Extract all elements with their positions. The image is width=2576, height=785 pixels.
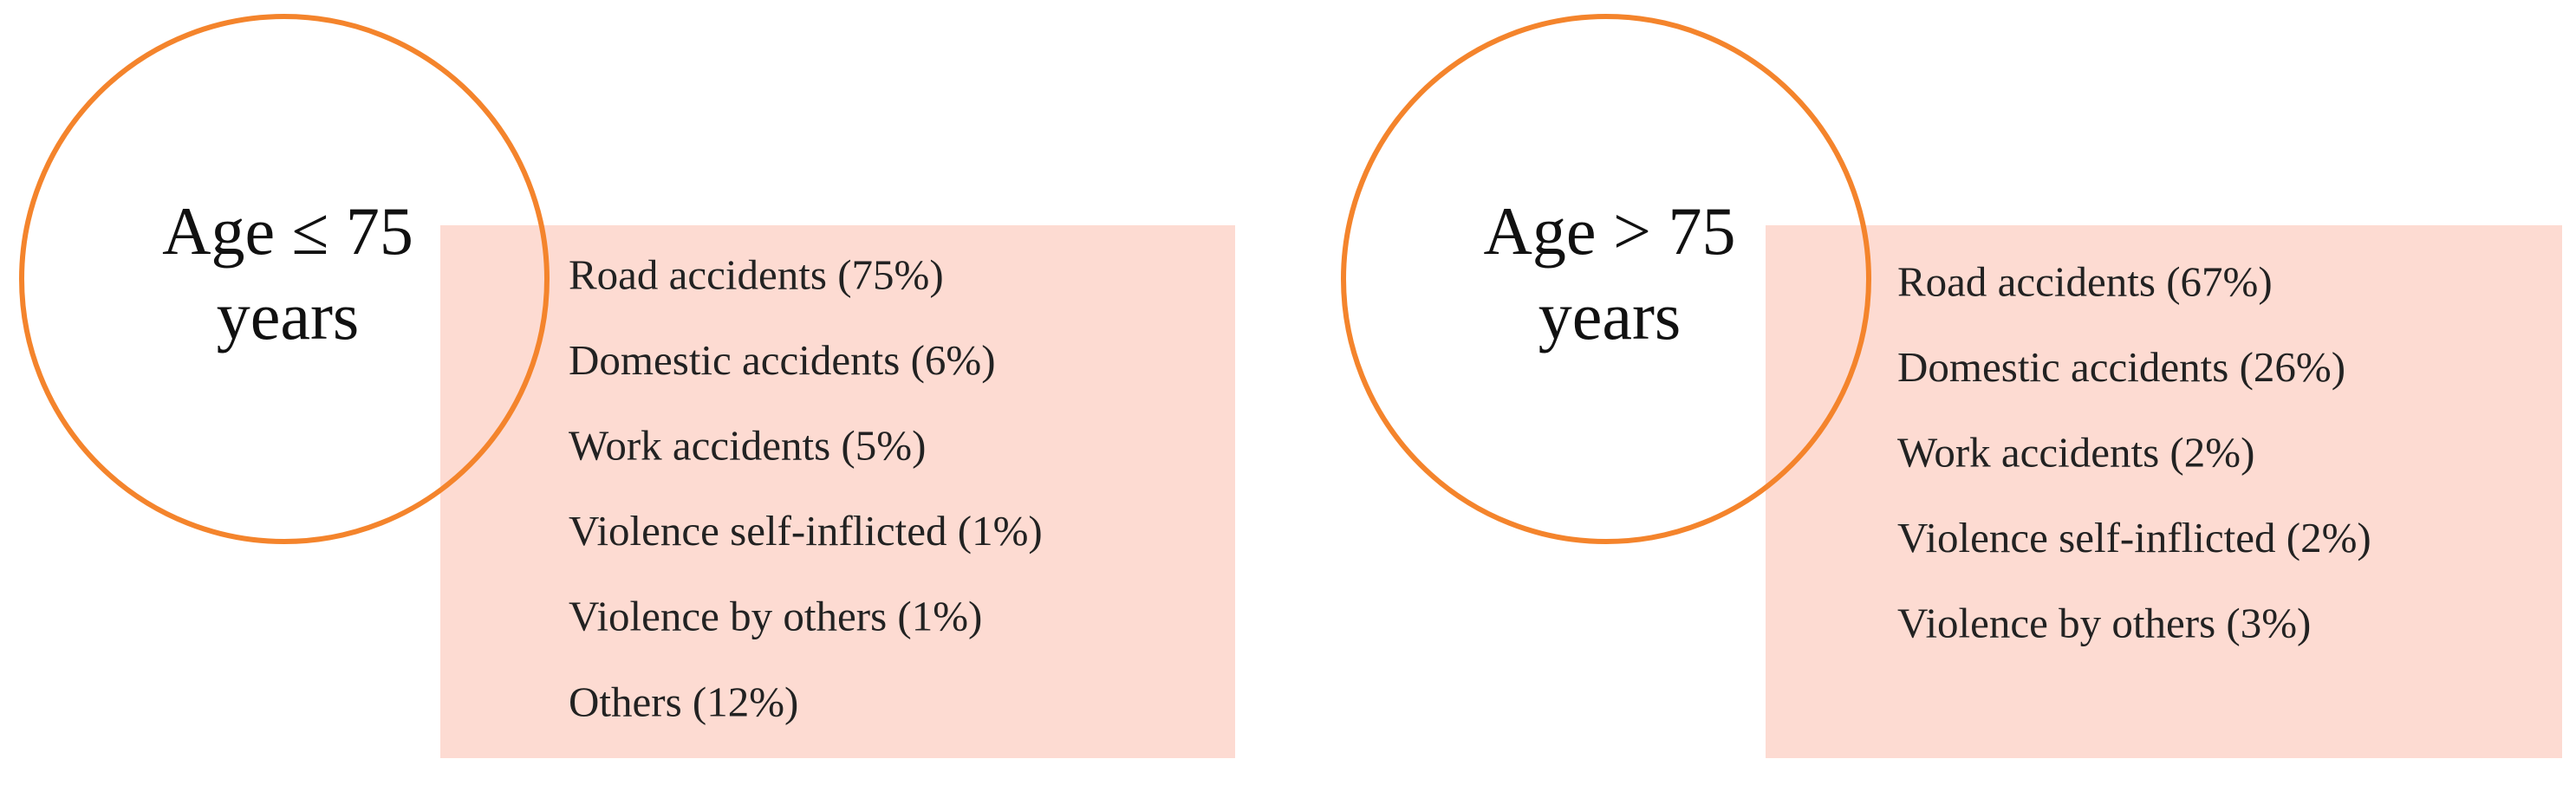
age-label: years xyxy=(1538,278,1682,354)
cause-item: Violence self-inflicted (1%) xyxy=(569,507,1043,555)
age-label: Age ≤ 75 xyxy=(162,193,413,269)
cause-item: Work accidents (2%) xyxy=(1897,428,2254,476)
age-circle xyxy=(1341,14,1871,544)
cause-item: Violence self-inflicted (2%) xyxy=(1897,514,2371,561)
cause-item: Road accidents (75%) xyxy=(569,250,944,298)
age-label: years xyxy=(217,278,360,354)
cause-item: Violence by others (3%) xyxy=(1897,600,2311,647)
cause-item: Domestic accidents (26%) xyxy=(1897,343,2345,391)
cause-item: Domestic accidents (6%) xyxy=(569,336,996,384)
cause-item: Work accidents (5%) xyxy=(569,421,926,469)
age-circle xyxy=(19,14,550,544)
cause-item: Others (12%) xyxy=(569,678,798,725)
cause-item: Road accidents (67%) xyxy=(1897,257,2273,305)
list-box xyxy=(440,225,1235,758)
age-label: Age > 75 xyxy=(1484,193,1736,269)
cause-item: Violence by others (1%) xyxy=(569,593,982,640)
list-box xyxy=(1766,225,2562,758)
